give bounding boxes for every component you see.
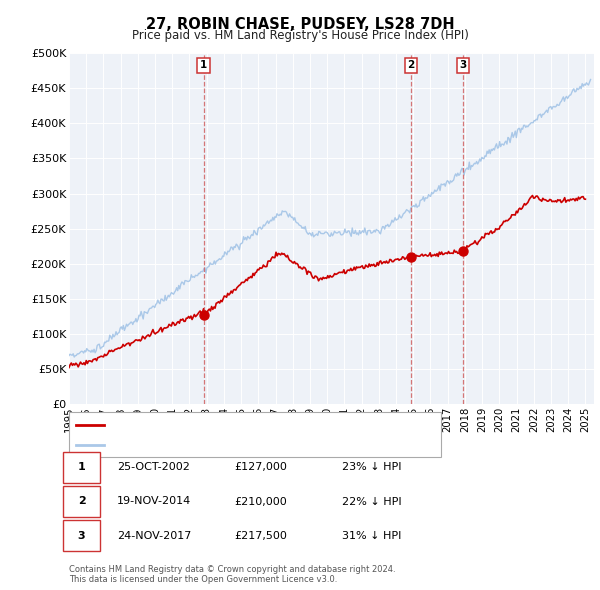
Text: 22% ↓ HPI: 22% ↓ HPI	[342, 497, 401, 506]
Text: 3: 3	[460, 60, 467, 70]
Text: £127,000: £127,000	[234, 463, 287, 472]
Text: 27, ROBIN CHASE, PUDSEY, LS28 7DH (detached house): 27, ROBIN CHASE, PUDSEY, LS28 7DH (detac…	[108, 419, 400, 430]
Text: 24-NOV-2017: 24-NOV-2017	[117, 531, 191, 540]
Text: £210,000: £210,000	[234, 497, 287, 506]
Text: 2: 2	[407, 60, 415, 70]
Text: 1: 1	[78, 463, 85, 472]
Text: £217,500: £217,500	[234, 531, 287, 540]
Text: HPI: Average price, detached house, Leeds: HPI: Average price, detached house, Leed…	[108, 440, 331, 450]
Text: 31% ↓ HPI: 31% ↓ HPI	[342, 531, 401, 540]
Text: 23% ↓ HPI: 23% ↓ HPI	[342, 463, 401, 472]
Text: Contains HM Land Registry data © Crown copyright and database right 2024.
This d: Contains HM Land Registry data © Crown c…	[69, 565, 395, 584]
Text: 2: 2	[78, 497, 85, 506]
Text: 19-NOV-2014: 19-NOV-2014	[117, 497, 191, 506]
Text: 3: 3	[78, 531, 85, 540]
Text: 1: 1	[200, 60, 207, 70]
Text: 27, ROBIN CHASE, PUDSEY, LS28 7DH: 27, ROBIN CHASE, PUDSEY, LS28 7DH	[146, 17, 454, 31]
Text: 25-OCT-2002: 25-OCT-2002	[117, 463, 190, 472]
Text: Price paid vs. HM Land Registry's House Price Index (HPI): Price paid vs. HM Land Registry's House …	[131, 30, 469, 42]
